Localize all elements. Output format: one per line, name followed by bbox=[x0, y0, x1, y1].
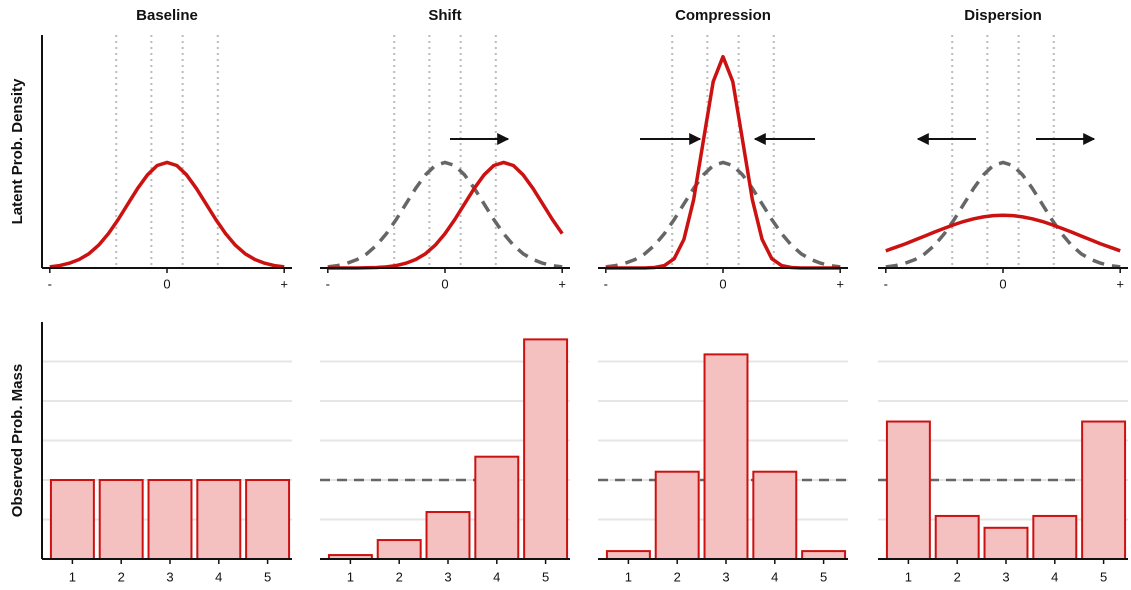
x-tick-label: 3 bbox=[1002, 569, 1009, 584]
bar bbox=[983, 526, 1029, 560]
panel-title: Dispersion bbox=[964, 7, 1042, 24]
x-tick-label: 4 bbox=[1051, 569, 1058, 584]
x-tick-label: 3 bbox=[722, 569, 729, 584]
y-axis-label: Latent Prob. Density bbox=[9, 78, 26, 225]
bar bbox=[703, 353, 749, 561]
x-tick-label: - bbox=[48, 276, 52, 291]
bar bbox=[605, 550, 651, 560]
bar bbox=[98, 479, 144, 560]
density-curve bbox=[605, 160, 841, 269]
bar bbox=[654, 470, 700, 560]
density-curve bbox=[49, 160, 285, 269]
bar bbox=[474, 455, 520, 561]
x-tick-label: 5 bbox=[542, 569, 549, 584]
x-tick-label: 0 bbox=[719, 276, 726, 291]
bar bbox=[1032, 514, 1078, 561]
x-tick-label: - bbox=[604, 276, 608, 291]
x-tick-label: 4 bbox=[215, 569, 222, 584]
panel-title: Shift bbox=[428, 7, 461, 24]
x-tick-label: 5 bbox=[1100, 569, 1107, 584]
x-tick-label: 4 bbox=[771, 569, 778, 584]
density-curve bbox=[327, 160, 564, 270]
x-tick-label: 3 bbox=[166, 569, 173, 584]
panel-title: Compression bbox=[675, 7, 771, 24]
bar bbox=[523, 338, 569, 560]
density-curve bbox=[885, 160, 1121, 269]
x-tick-label: 1 bbox=[905, 569, 912, 584]
bar bbox=[376, 539, 422, 560]
x-tick-label: 2 bbox=[954, 569, 961, 584]
panel-title: Baseline bbox=[136, 7, 198, 24]
x-tick-label: 0 bbox=[163, 276, 170, 291]
x-tick-label: - bbox=[326, 276, 330, 291]
bar bbox=[1081, 420, 1127, 561]
x-tick-label: 2 bbox=[118, 569, 125, 584]
x-tick-label: 2 bbox=[396, 569, 403, 584]
x-tick-label: + bbox=[836, 276, 844, 291]
x-tick-label: 5 bbox=[264, 569, 271, 584]
bar bbox=[752, 470, 798, 560]
density-curve bbox=[885, 213, 1121, 253]
x-tick-label: + bbox=[1116, 276, 1124, 291]
x-tick-label: 1 bbox=[347, 569, 354, 584]
x-tick-label: 4 bbox=[493, 569, 500, 584]
x-tick-label: 0 bbox=[999, 276, 1006, 291]
x-tick-label: 5 bbox=[820, 569, 827, 584]
x-tick-label: + bbox=[280, 276, 288, 291]
bar bbox=[49, 479, 95, 560]
bar bbox=[196, 479, 242, 560]
x-tick-label: + bbox=[558, 276, 566, 291]
density-curve bbox=[327, 160, 563, 269]
bar bbox=[245, 479, 291, 560]
x-tick-label: 1 bbox=[625, 569, 632, 584]
y-axis-label: Observed Prob. Mass bbox=[9, 364, 26, 517]
x-tick-label: 1 bbox=[69, 569, 76, 584]
bar bbox=[147, 479, 193, 560]
x-tick-label: - bbox=[884, 276, 888, 291]
bar bbox=[885, 420, 931, 561]
x-tick-label: 2 bbox=[674, 569, 681, 584]
bar bbox=[425, 510, 471, 560]
x-tick-label: 3 bbox=[444, 569, 451, 584]
bar bbox=[801, 550, 847, 560]
bar bbox=[934, 514, 980, 561]
x-tick-label: 0 bbox=[441, 276, 448, 291]
